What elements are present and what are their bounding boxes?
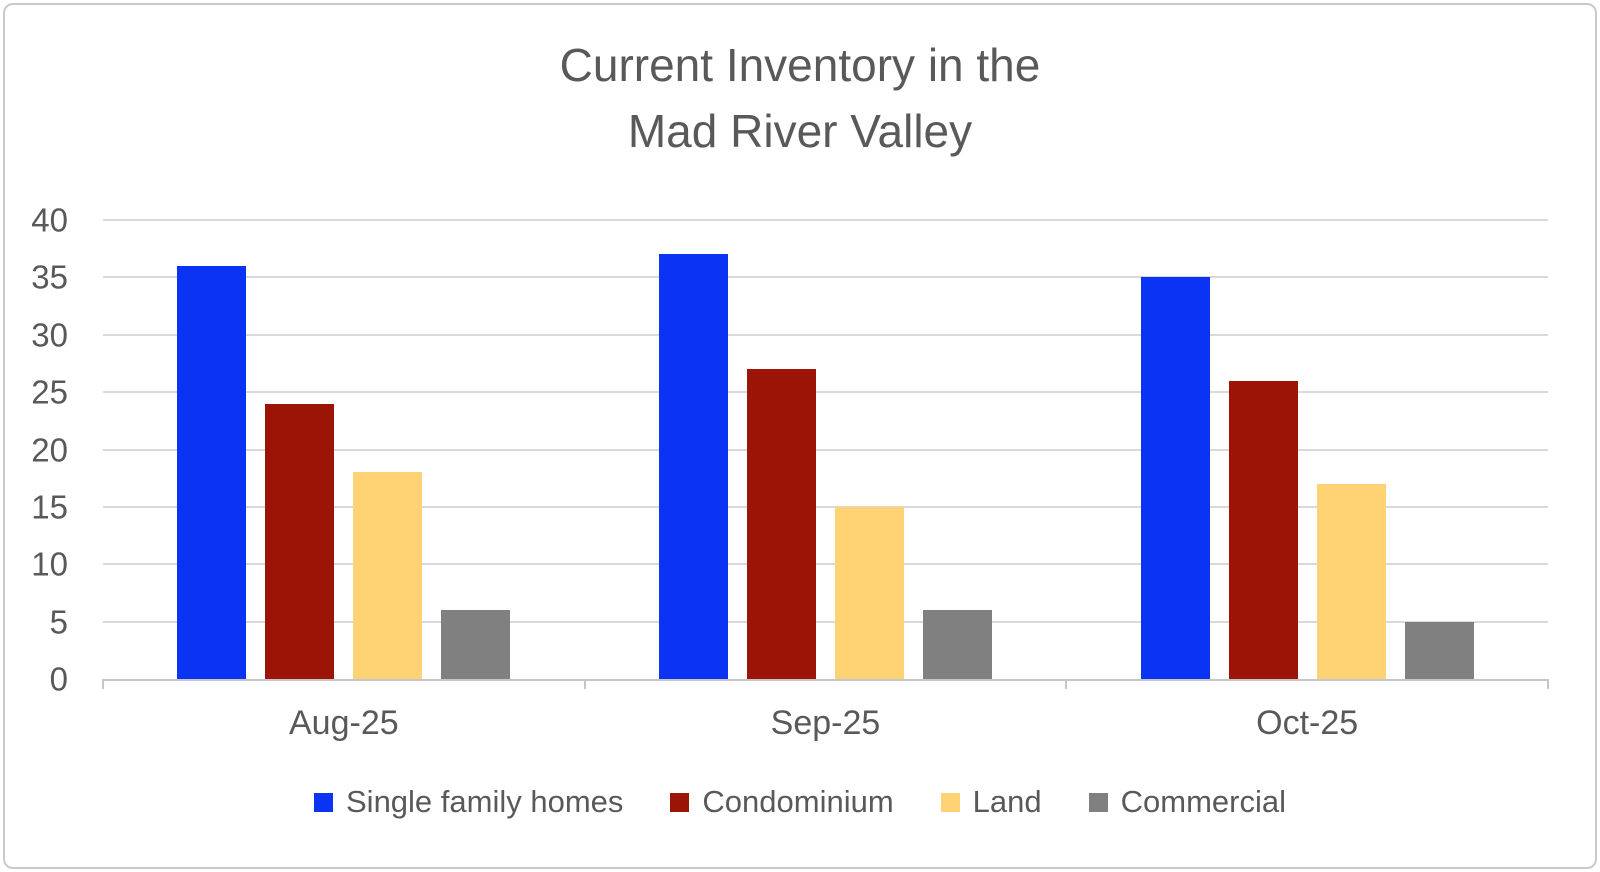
bar-sep-25-single-family-homes (658, 254, 728, 679)
y-axis-label-0: 0 (49, 660, 68, 698)
bar-aug-25-single-family-homes (177, 265, 247, 679)
chart-title: Current Inventory in the Mad River Valle… (0, 32, 1600, 164)
y-axis-label-20: 20 (31, 431, 68, 468)
y-axis-label-40: 40 (31, 201, 68, 239)
y-axis-label-25: 25 (31, 373, 68, 411)
y-axis-label-5: 5 (49, 603, 68, 641)
x-axis-tick (1065, 679, 1068, 689)
bar-group-sep-25 (585, 220, 1067, 679)
legend: Single family homes Condominium Land Commer… (0, 779, 1600, 823)
gridline-30 (103, 333, 1548, 336)
gridline-5 (103, 620, 1548, 623)
chart-title-line1: Current Inventory in the (559, 39, 1041, 91)
y-axis-label-10: 10 (31, 545, 68, 583)
y-axis-label-15: 15 (31, 488, 68, 526)
bar-aug-25-commercial (441, 610, 511, 679)
legend-item-land: Land (940, 783, 1042, 819)
x-axis-tick (1547, 679, 1549, 689)
legend-item-single-family-homes: Single family homes (314, 786, 623, 817)
bar-aug-25-condominium (265, 403, 335, 679)
legend-swatch-commercial (1088, 793, 1108, 812)
x-axis-tick (102, 679, 104, 689)
gridline-10 (103, 563, 1548, 566)
x-axis-baseline (103, 679, 1548, 681)
bar-oct-25-commercial (1404, 621, 1474, 679)
bar-sep-25-condominium (746, 369, 816, 679)
legend-swatch-single-family-homes (314, 793, 333, 812)
bar-group-aug-25 (103, 220, 585, 679)
chart-title-line2: Mad River Valley (627, 105, 973, 157)
gridline-15 (103, 505, 1548, 508)
y-axis-label-35: 35 (31, 258, 68, 296)
x-axis-label-oct-25: Oct-25 (1256, 704, 1359, 742)
gridline-35 (103, 276, 1548, 279)
legend-label-condominium: Condominium (702, 783, 894, 819)
legend-label-single-family-homes: Single family homes (346, 783, 624, 819)
legend-label-commercial: Commercial (1120, 783, 1286, 819)
y-axis-label-30: 30 (31, 316, 68, 354)
bar-aug-25-land (353, 472, 423, 679)
bar-group-oct-25 (1066, 220, 1548, 679)
bar-oct-25-condominium (1228, 380, 1298, 679)
legend-item-commercial: Commercial (1088, 783, 1286, 819)
x-axis-label-sep-25: Sep-25 (770, 704, 881, 742)
x-axis-tick (583, 679, 586, 689)
bar-oct-25-single-family-homes (1140, 277, 1210, 679)
bar-sep-25-commercial (922, 610, 992, 679)
legend-swatch-land (940, 793, 960, 812)
bar-sep-25-land (834, 506, 904, 679)
x-axis-label-aug-25: Aug-25 (289, 704, 399, 742)
gridline-20 (103, 448, 1548, 451)
bar-oct-25-land (1316, 483, 1386, 679)
legend-label-land: Land (972, 783, 1042, 819)
legend-swatch-condominium (670, 793, 690, 812)
gridline-25 (103, 391, 1548, 394)
gridline-40 (103, 219, 1548, 221)
legend-item-condominium: Condominium (670, 783, 894, 819)
plot-area (102, 219, 1549, 689)
